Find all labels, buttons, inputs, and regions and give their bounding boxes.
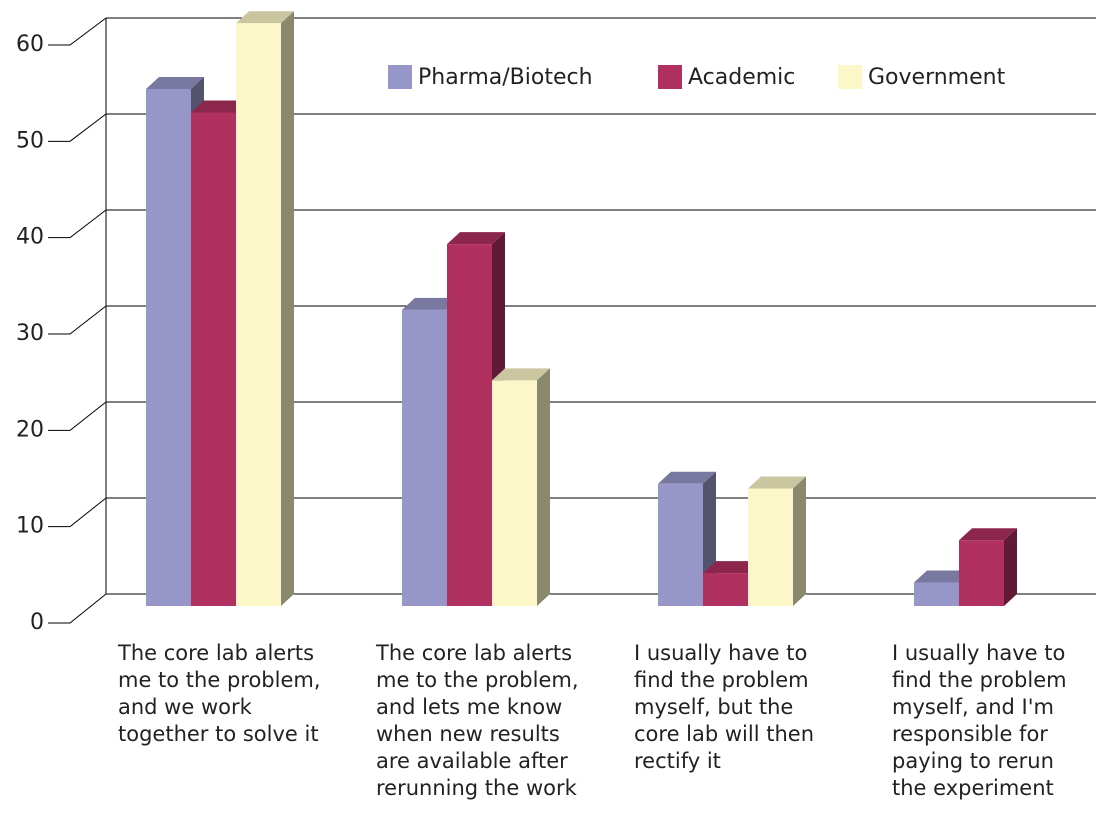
bar [959,540,1004,606]
x-tick-label: I usually have to find the problem mysel… [634,641,814,773]
tick-mark [48,209,107,239]
bar [146,89,191,606]
tick-mark [48,113,107,142]
bar-top [492,368,550,381]
legend-label: Academic [688,65,795,90]
y-tick-label: 60 [16,32,44,57]
bar-top [703,561,761,574]
y-tick-label: 50 [16,128,44,153]
bar [703,573,748,606]
bar-side [1004,528,1017,606]
bar-top [914,570,972,583]
bar-side [537,368,550,606]
bar-top [146,77,204,89]
y-tick-label: 20 [16,417,44,442]
bar [191,112,236,606]
tick-mark [48,17,107,46]
bar-top [748,476,806,489]
x-tick-label: The core lab alerts me to the problem, a… [376,641,579,800]
legend-label: Pharma/Biotech [418,65,593,90]
bar-top [191,100,249,113]
tick-mark [48,305,107,335]
y-tick-label: 40 [16,225,44,250]
bar [914,582,959,606]
bar [492,380,537,606]
y-tick-label: 0 [30,610,44,635]
y-tick-label: 30 [16,321,44,346]
bar [402,309,447,606]
bar [748,488,793,606]
bar-top [402,297,460,310]
tick-mark [48,497,107,528]
x-tick-label: The core lab alerts me to the problem, a… [118,641,321,746]
legend-swatch [388,65,412,89]
bar-side [793,476,806,606]
bar-top [658,471,716,484]
legend-swatch [838,65,862,89]
tick-mark [48,593,107,624]
bar-top [447,232,505,245]
bar [658,483,703,606]
legend-swatch [658,65,682,89]
bar-top [959,528,1017,541]
tick-mark [48,401,107,431]
bar [447,244,492,606]
legend-label: Government [868,65,1006,90]
x-tick-label: I usually have to find the problem mysel… [892,641,1067,800]
bar-top [236,11,294,24]
y-tick-label: 10 [16,514,44,539]
bar [236,23,281,606]
bar-side [281,11,294,606]
